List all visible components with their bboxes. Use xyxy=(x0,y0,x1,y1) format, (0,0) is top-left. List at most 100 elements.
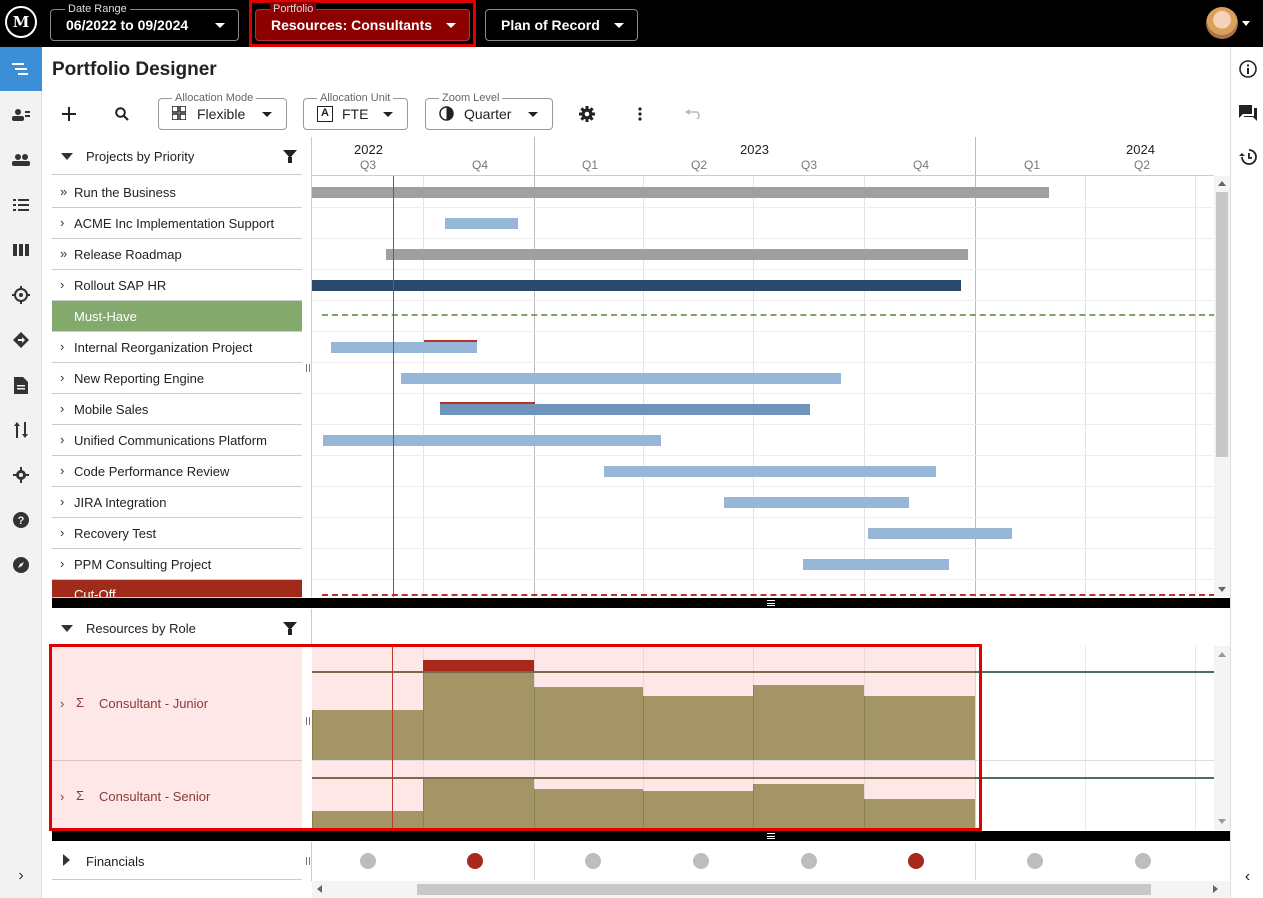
project-row[interactable]: › New Reporting Engine xyxy=(52,363,302,394)
expand-chevron-icon[interactable]: › xyxy=(60,370,65,385)
allocation-bar[interactable] xyxy=(312,811,423,830)
expand-chevron-icon[interactable]: » xyxy=(60,246,68,261)
panel-splitter[interactable] xyxy=(52,831,1230,841)
app-logo[interactable]: M xyxy=(5,6,37,38)
financial-status-dot[interactable] xyxy=(585,853,601,869)
over-allocation-bar[interactable] xyxy=(423,660,534,672)
project-row[interactable]: » Run the Business xyxy=(52,177,302,208)
expand-chevron-icon[interactable]: › xyxy=(60,696,65,711)
scroll-left-icon[interactable] xyxy=(317,885,322,893)
allocation-bar[interactable] xyxy=(864,696,975,760)
zoom-level-select[interactable]: Zoom Level Quarter xyxy=(425,91,553,130)
more-vertical-icon[interactable] xyxy=(626,100,654,128)
project-row[interactable]: » Release Roadmap xyxy=(52,239,302,270)
panel-splitter[interactable] xyxy=(52,598,1230,608)
project-bar-release-roadmap[interactable] xyxy=(386,249,968,260)
gantt-icon[interactable] xyxy=(0,47,42,91)
list-icon[interactable] xyxy=(0,183,42,227)
project-bar-unified-communications[interactable] xyxy=(323,435,661,446)
project-bar-new-reporting-engine[interactable] xyxy=(401,373,841,384)
project-bar-code-performance-review[interactable] xyxy=(604,466,936,477)
project-bar-jira-integration[interactable] xyxy=(724,497,909,508)
avatar-menu-chevron-icon[interactable] xyxy=(1242,21,1250,26)
sort-icon[interactable] xyxy=(0,408,42,452)
drag-handle-icon[interactable] xyxy=(767,600,775,606)
financial-status-dot-warning[interactable] xyxy=(467,853,483,869)
allocation-bar[interactable] xyxy=(753,784,864,830)
column-resize-handle[interactable] xyxy=(306,717,310,725)
settings-gear-icon[interactable] xyxy=(573,100,601,128)
target-icon[interactable] xyxy=(0,273,42,317)
project-bar-ppm-consulting[interactable] xyxy=(803,559,949,570)
resource-row-junior[interactable]: › Σ Consultant - Junior xyxy=(52,694,302,714)
financial-status-dot[interactable] xyxy=(1135,853,1151,869)
info-icon[interactable] xyxy=(1231,54,1263,84)
allocation-mode-select[interactable]: Allocation Mode Flexible xyxy=(158,91,287,130)
expand-rail-chevron-icon[interactable]: › xyxy=(18,867,24,884)
filter-icon[interactable] xyxy=(283,150,297,163)
allocation-bar[interactable] xyxy=(864,799,975,830)
expand-chevron-icon[interactable]: › xyxy=(60,494,65,509)
add-icon[interactable] xyxy=(55,100,83,128)
allocation-bar[interactable] xyxy=(753,685,864,760)
allocation-unit-select[interactable]: Allocation Unit A FTE xyxy=(303,91,408,130)
allocation-bar[interactable] xyxy=(312,710,423,760)
project-bar-internal-reorganization[interactable] xyxy=(331,342,477,353)
financials-row[interactable]: Financials xyxy=(52,842,302,880)
resources-vertical-scrollbar[interactable] xyxy=(1214,646,1230,830)
expand-chevron-icon[interactable]: › xyxy=(60,789,65,804)
drag-handle-icon[interactable] xyxy=(767,833,775,839)
user-avatar[interactable] xyxy=(1206,7,1238,39)
search-icon[interactable] xyxy=(108,100,136,128)
expand-chevron-icon[interactable]: » xyxy=(60,184,68,199)
date-range-select[interactable]: Date Range 06/2022 to 09/2024 xyxy=(50,2,239,41)
project-row[interactable]: › Recovery Test xyxy=(52,518,302,549)
project-row[interactable]: › Rollout SAP HR xyxy=(52,270,302,301)
allocation-bar[interactable] xyxy=(423,778,534,830)
help-icon[interactable]: ? xyxy=(0,498,42,542)
project-row[interactable]: › Mobile Sales xyxy=(52,394,302,425)
expand-chevron-icon[interactable]: › xyxy=(60,525,65,540)
expand-chevron-icon[interactable]: › xyxy=(60,215,65,230)
document-icon[interactable] xyxy=(0,363,42,407)
settings-icon[interactable] xyxy=(0,453,42,497)
collapse-resources-icon[interactable] xyxy=(61,625,73,632)
scroll-up-icon[interactable] xyxy=(1218,181,1226,186)
project-bar-recovery-test[interactable] xyxy=(868,528,1012,539)
project-row[interactable]: › JIRA Integration xyxy=(52,487,302,518)
board-icon[interactable] xyxy=(0,228,42,272)
allocation-bar[interactable] xyxy=(534,687,643,760)
timeline-vertical-scrollbar[interactable] xyxy=(1214,176,1230,597)
expand-chevron-icon[interactable]: › xyxy=(60,556,65,571)
history-icon[interactable] xyxy=(1231,142,1263,172)
financial-status-dot[interactable] xyxy=(801,853,817,869)
column-resize-handle[interactable] xyxy=(306,364,310,372)
expand-chevron-icon[interactable]: › xyxy=(60,339,65,354)
allocation-bar[interactable] xyxy=(423,672,534,760)
expand-chevron-icon[interactable]: › xyxy=(60,277,65,292)
financial-status-dot[interactable] xyxy=(693,853,709,869)
resource-row-senior[interactable]: › Σ Consultant - Senior xyxy=(52,787,302,807)
collapse-projects-icon[interactable] xyxy=(61,153,73,160)
project-row[interactable]: › ACME Inc Implementation Support xyxy=(52,208,302,239)
scroll-thumb[interactable] xyxy=(1216,192,1228,457)
allocation-bar[interactable] xyxy=(643,791,753,830)
scroll-thumb[interactable] xyxy=(417,884,1151,895)
scroll-up-icon[interactable] xyxy=(1218,652,1226,657)
financial-status-dot-warning[interactable] xyxy=(908,853,924,869)
scroll-down-icon[interactable] xyxy=(1218,587,1226,592)
expand-financials-icon[interactable] xyxy=(63,854,70,866)
user-list-icon[interactable] xyxy=(0,93,42,137)
project-bar-rollout-sap-hr[interactable] xyxy=(312,280,961,291)
expand-chevron-icon[interactable]: › xyxy=(60,432,65,447)
roadmap-icon[interactable] xyxy=(0,318,42,362)
financial-status-dot[interactable] xyxy=(360,853,376,869)
financial-status-dot[interactable] xyxy=(1027,853,1043,869)
plan-select[interactable]: Plan of Record xyxy=(485,9,638,41)
collapse-right-chevron-icon[interactable]: ‹ xyxy=(1244,868,1251,885)
allocation-bar[interactable] xyxy=(643,696,753,760)
compass-icon[interactable] xyxy=(0,543,42,587)
horizontal-scrollbar[interactable] xyxy=(312,881,1230,898)
project-row[interactable]: › Unified Communications Platform xyxy=(52,425,302,456)
comments-icon[interactable] xyxy=(1231,98,1263,128)
